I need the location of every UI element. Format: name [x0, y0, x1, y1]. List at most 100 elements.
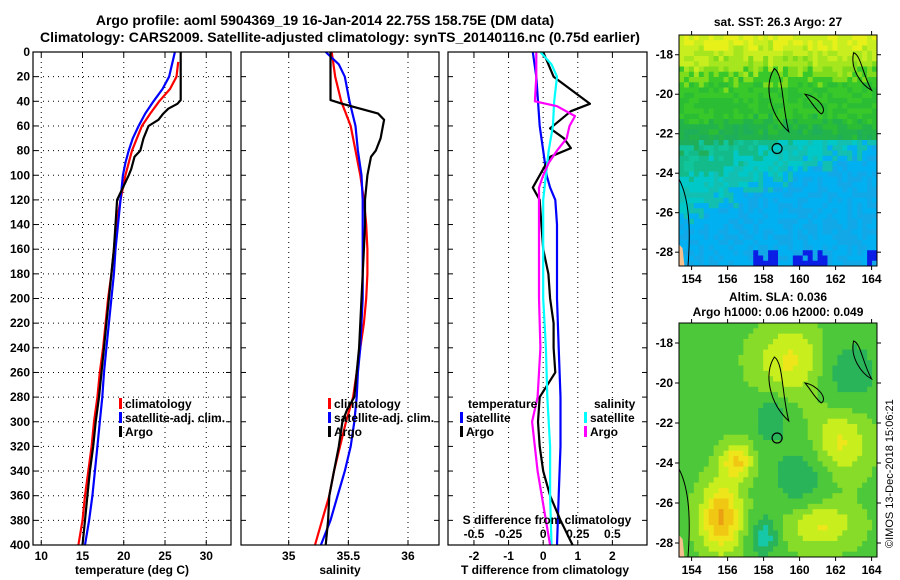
map-cell: [738, 182, 744, 188]
map-cell: [738, 87, 744, 94]
map-cell: [782, 145, 789, 151]
map-cell: [773, 338, 779, 345]
map-cell: [842, 386, 848, 393]
map-cell: [817, 145, 823, 151]
map-cell: [768, 124, 774, 130]
map-cell: [683, 50, 690, 57]
map-cell: [867, 360, 873, 366]
map-cell: [867, 61, 873, 67]
map-cell: [698, 218, 705, 225]
map-cell: [763, 413, 769, 420]
map-cell: [867, 203, 873, 209]
map-cell: [773, 535, 779, 542]
map-cell: [778, 344, 784, 350]
legend-group-title: salinity: [594, 397, 636, 411]
legend-swatch: [460, 412, 463, 423]
map-cell: [847, 408, 853, 414]
land-patch: [679, 244, 685, 266]
map-cell: [748, 418, 754, 425]
map-cell: [703, 344, 710, 350]
map-cell: [703, 150, 710, 157]
map-cell: [763, 134, 769, 141]
map-cell: [812, 445, 818, 452]
map-cell: [797, 354, 804, 361]
map-cell: [743, 349, 749, 356]
map-cell: [773, 260, 779, 267]
map-cell: [842, 171, 848, 178]
map-cell: [698, 71, 705, 78]
map-cell: [703, 45, 710, 52]
map-cell: [738, 35, 744, 41]
map-cell: [743, 344, 749, 350]
map-cell: [728, 338, 734, 345]
map-cell: [683, 71, 690, 78]
map-cell: [787, 477, 794, 483]
map-cell: [743, 50, 749, 57]
map-cell: [763, 224, 769, 230]
xtick-label: 30: [200, 549, 214, 563]
map-cell: [713, 514, 719, 521]
map-cell: [827, 113, 833, 120]
map-cell: [728, 61, 734, 67]
map-cell: [872, 229, 878, 235]
map-cell: [778, 493, 784, 499]
map-cell: [738, 551, 744, 558]
map-ytick-label: -18: [656, 336, 674, 350]
map-cell: [743, 171, 749, 178]
map-cell: [807, 140, 814, 146]
map-cell: [773, 450, 779, 457]
map-cell: [797, 77, 804, 83]
map-cell: [743, 98, 749, 104]
map-cell: [738, 166, 744, 172]
map-cell: [842, 402, 848, 409]
map-cell: [802, 45, 809, 52]
map-cell: [683, 370, 690, 377]
map-cell: [872, 45, 878, 52]
map-cell: [802, 338, 809, 345]
map-cell: [763, 103, 769, 109]
map-cell: [733, 328, 739, 335]
map-cell: [852, 77, 858, 83]
map-cell: [778, 176, 784, 183]
map-cell: [822, 98, 828, 104]
map-cell: [837, 245, 843, 251]
map-cell: [718, 503, 724, 510]
map-cell: [842, 392, 848, 398]
map-cell: [743, 471, 749, 478]
map-cell: [713, 98, 719, 104]
map-cell: [842, 328, 848, 335]
map-cell: [867, 229, 873, 235]
map-cell: [688, 360, 695, 366]
map-cell: [753, 140, 759, 146]
map-cell: [768, 92, 774, 99]
map-cell: [768, 344, 774, 350]
map-cell: [817, 503, 823, 510]
map-cell: [842, 87, 848, 94]
map-cell: [837, 35, 843, 41]
map-cell: [862, 424, 868, 430]
map-cell: [758, 376, 764, 382]
map-cell: [872, 171, 878, 178]
map-cell: [837, 450, 843, 457]
map-cell: [842, 182, 848, 188]
map-cell: [693, 392, 700, 398]
map-cell: [787, 260, 794, 267]
map-cell: [822, 203, 828, 209]
map-cell: [862, 493, 868, 499]
map-cell: [872, 466, 878, 473]
map-cell: [773, 514, 779, 521]
map-cell: [703, 61, 710, 67]
map-cell: [708, 381, 715, 388]
map-cell: [847, 424, 853, 430]
map-cell: [802, 56, 809, 62]
map-cell: [802, 402, 809, 409]
map-cell: [698, 551, 705, 558]
map-cell: [768, 328, 774, 335]
map-cell: [827, 35, 833, 41]
map-cell: [773, 45, 779, 52]
map-cell: [862, 56, 868, 62]
map-cell: [822, 35, 828, 41]
map-cell: [768, 392, 774, 398]
map-cell: [723, 203, 729, 209]
map-cell: [688, 424, 695, 430]
